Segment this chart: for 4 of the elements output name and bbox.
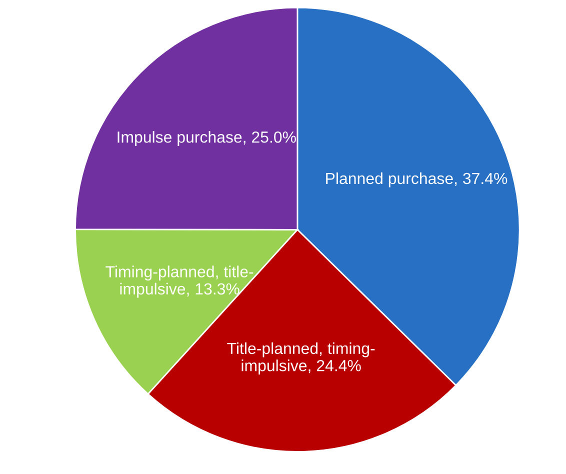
slice-label: Impulse purchase, 25.0% — [118, 131, 296, 146]
slice-label: Title-planned, timing-impulsive, 24.4% — [227, 342, 375, 374]
slice-label: Planned purchase, 37.4% — [326, 172, 508, 188]
slice-label: Timing-planned, title-impulsive, 13.3% — [106, 266, 254, 298]
